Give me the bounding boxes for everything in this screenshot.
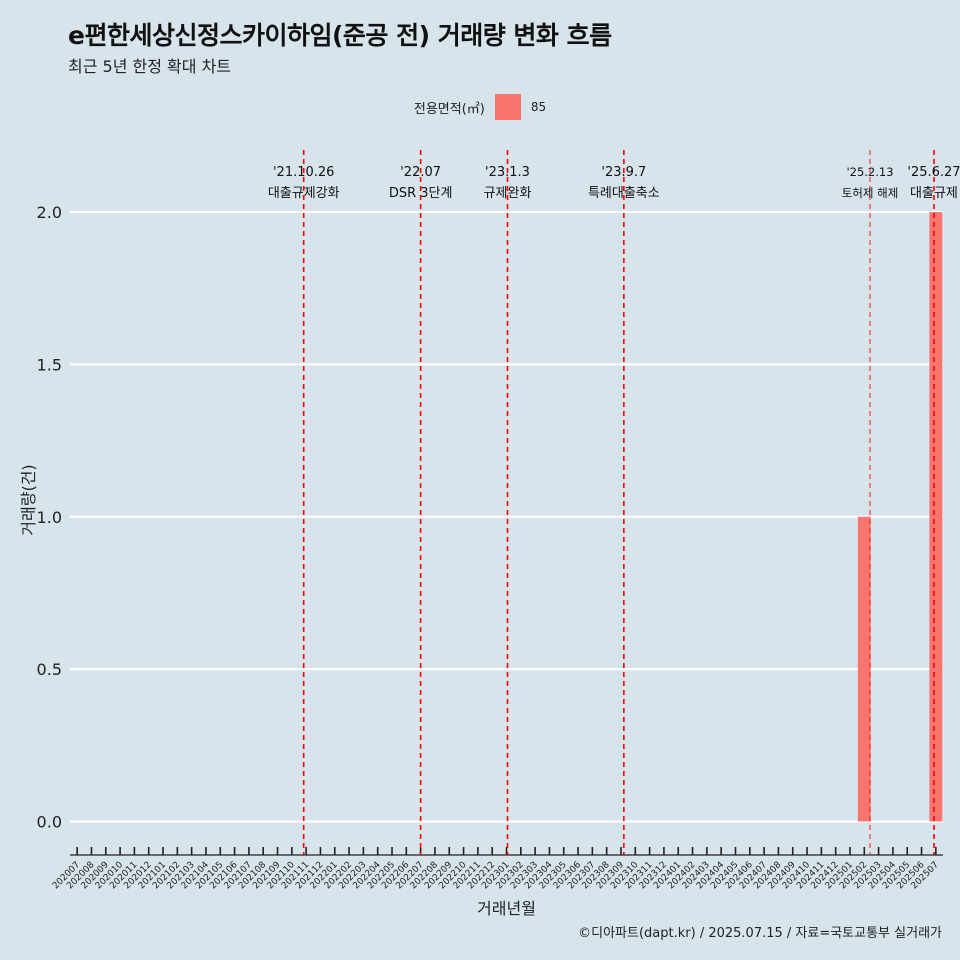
y-tick-label: 2.0	[37, 203, 62, 222]
event-name-label: 대출규제	[910, 186, 958, 201]
event-name-label: DSR 3단계	[389, 186, 453, 201]
y-tick-label: 1.0	[37, 508, 62, 527]
chart-subtitle: 최근 5년 한정 확대 차트	[68, 57, 232, 76]
bar-202502	[857, 516, 871, 822]
event-date-label: '25.2.13	[846, 165, 893, 179]
y-tick-label: 1.5	[37, 355, 62, 374]
event-name-label: 특례대출축소	[588, 186, 660, 201]
y-tick-label: 0.5	[37, 660, 62, 679]
event-date-label: '25.6.27	[907, 165, 960, 180]
y-tick-label: 0.0	[37, 812, 62, 831]
event-date-label: '22.07	[400, 165, 441, 180]
event-date-label: '23.1.3	[485, 165, 530, 180]
bar-202507	[929, 212, 943, 822]
event-name-label: 규제완화	[484, 186, 532, 201]
legend-key-85	[494, 94, 521, 120]
chart-caption: ©디아파트(dapt.kr) / 2025.07.15 / 자료=국토교통부 실…	[578, 926, 942, 941]
event-date-label: '23.9.7	[601, 165, 646, 180]
x-axis-title: 거래년월	[477, 899, 536, 918]
legend: 전용면적(㎡) 85	[0, 94, 960, 120]
chart-title: e편한세상신정스카이하임(준공 전) 거래량 변화 흐름	[68, 21, 612, 50]
y-axis-title: 거래량(건)	[19, 464, 38, 535]
legend-title: 전용면적(㎡)	[413, 101, 485, 117]
event-name-label: 토허제 해제	[842, 186, 899, 200]
event-date-label: '21.10.26	[273, 165, 334, 180]
legend-label-85: 85	[530, 100, 547, 114]
event-name-label: 대출규제강화	[268, 186, 340, 201]
